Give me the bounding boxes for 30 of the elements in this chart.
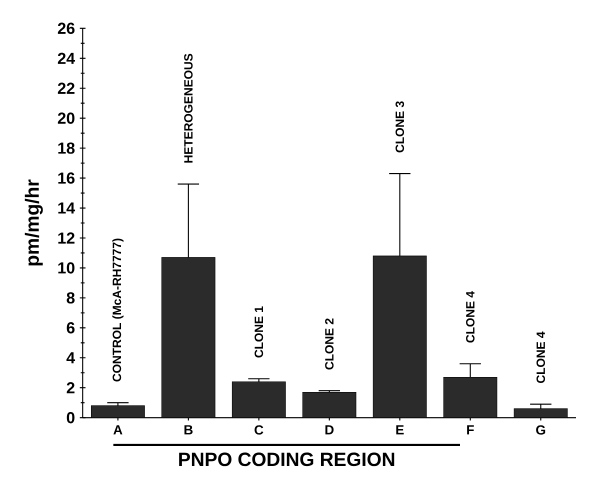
y-tick-label: 18 [58,142,75,154]
x-tick-label: F [467,425,474,434]
annotation: HETEROGENEOUS [184,54,193,163]
annotation: CLONE 4 [466,291,475,343]
x-axis-title: PNPO CODING REGION [179,452,394,466]
y-tick-label: 10 [58,262,74,274]
y-tick-label: 20 [58,112,74,124]
y-tick-label: 6 [66,322,75,334]
x-tick-label: E [396,425,404,434]
x-tick-label: C [254,425,264,435]
x-tick-label: G [536,425,546,435]
annotation: CLONE 1 [254,306,264,358]
x-tick-label: B [184,425,193,434]
y-tick-label: 12 [58,232,74,244]
y-tick-label: 16 [58,172,75,184]
annotation: CLONE 4 [536,332,546,383]
x-tick-label: A [113,425,122,434]
annotation: CLONE 2 [325,318,334,370]
y-tick-label: 14 [58,202,76,214]
y-tick-label: 4 [66,352,76,364]
y-axis-title: pm/mg/hr [24,180,43,266]
annotation: CONTROL (McA-RH7777) [112,238,124,382]
y-tick-label: 2 [66,382,74,394]
y-tick-label: 22 [58,82,74,94]
y-tick-label: 26 [58,22,75,34]
y-tick-label: 0 [66,412,74,424]
x-tick-label: D [325,425,334,434]
annotation: CLONE 3 [396,101,404,152]
y-tick-label: 24 [58,52,76,64]
y-tick-label: 8 [66,292,75,304]
